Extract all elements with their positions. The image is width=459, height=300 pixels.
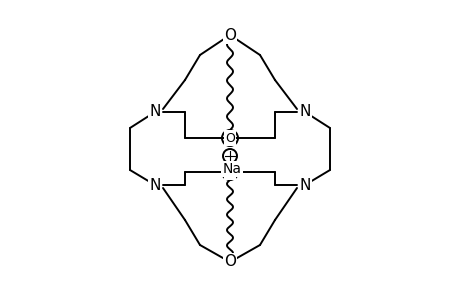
Text: O: O [224,166,235,178]
Text: N: N [299,178,310,193]
Text: O: O [224,254,235,269]
Text: N: N [149,104,160,119]
Text: N: N [149,178,160,193]
Text: O: O [224,28,235,43]
Text: O: O [224,131,235,145]
Text: Na: Na [222,162,241,176]
Text: N: N [299,104,310,119]
